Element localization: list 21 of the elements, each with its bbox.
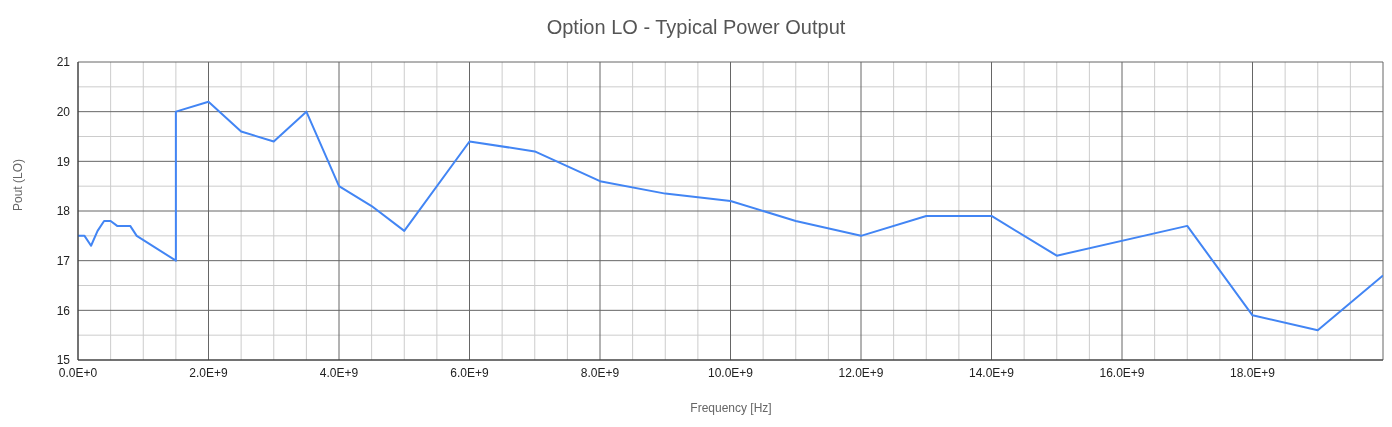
y-tick-label: 20 [56,104,71,119]
x-tick-label: 6.0E+9 [450,365,490,380]
y-tick-label: 15 [56,353,71,368]
x-axis-title: Frequency [Hz] [689,401,773,415]
y-tick-label: 21 [56,55,71,70]
x-tick-label: 14.0E+9 [968,365,1015,380]
line-series [78,100,1383,332]
y-axis-title: Pout (LO) [11,158,25,211]
x-tick-label: 10.0E+9 [707,365,754,380]
y-tick-label: 17 [56,253,71,268]
x-tick-label: 4.0E+9 [319,365,359,380]
x-tick-label: 12.0E+9 [838,365,884,380]
chart-title: Option LO - Typical Power Output [545,16,847,39]
y-tick-label: 19 [56,154,71,169]
x-tick-label: 8.0E+9 [580,365,620,380]
x-tick-label: 0.0E+0 [58,365,98,380]
y-tick-label: 16 [56,303,71,318]
x-tick-label: 2.0E+9 [189,365,229,380]
x-tick-label: 16.0E+9 [1099,365,1145,380]
x-tick-label: 18.0E+9 [1229,365,1276,380]
y-tick-label: 18 [56,204,71,219]
